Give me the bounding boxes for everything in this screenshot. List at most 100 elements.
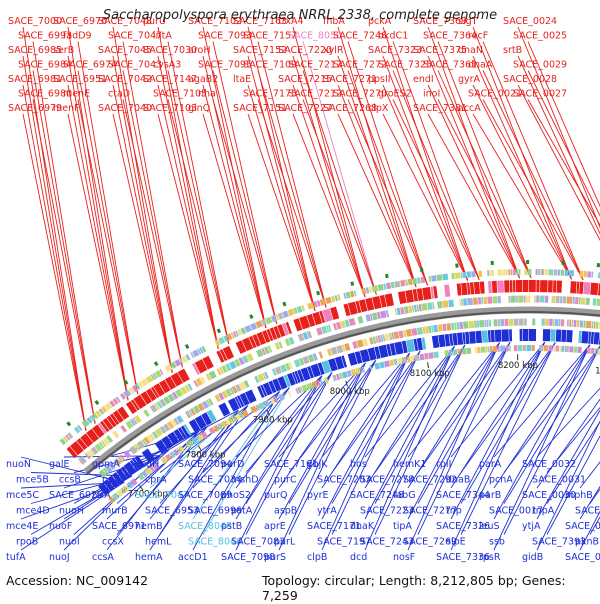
gene-segment bbox=[548, 345, 552, 351]
gene-segment bbox=[505, 319, 509, 326]
gene-segment bbox=[565, 270, 569, 276]
gene-segment bbox=[490, 270, 495, 276]
gene-label: SACE_0036 bbox=[565, 521, 600, 532]
gene-segment bbox=[555, 296, 559, 303]
gene-segment bbox=[583, 321, 586, 328]
gene-segment bbox=[389, 360, 394, 367]
gene-segment bbox=[490, 346, 492, 352]
gene-label: rplI bbox=[436, 459, 451, 470]
gene-label: slpE bbox=[446, 537, 466, 548]
gene-label: dnaK bbox=[350, 521, 375, 532]
gene-label: mphB bbox=[565, 490, 593, 501]
gene-segment bbox=[497, 270, 502, 276]
gene-segment bbox=[570, 281, 576, 293]
gene-segment bbox=[480, 281, 485, 293]
gene-label: mce4E bbox=[6, 521, 38, 532]
gene-segment bbox=[432, 302, 434, 309]
gene-segment bbox=[400, 280, 406, 287]
gene-segment bbox=[519, 319, 524, 326]
gene-segment bbox=[459, 299, 461, 306]
gene-segment bbox=[419, 304, 422, 311]
gene-segment bbox=[516, 269, 518, 275]
gene-segment bbox=[438, 335, 445, 348]
kbp-tick-label: 8100 kbp bbox=[410, 369, 450, 379]
label-connector bbox=[168, 100, 229, 344]
gc-mark bbox=[218, 329, 220, 333]
gene-segment bbox=[549, 269, 554, 275]
gene-segment bbox=[475, 347, 477, 353]
gene-segment bbox=[485, 346, 487, 352]
gc-mark bbox=[155, 362, 157, 365]
gene-segment bbox=[524, 296, 525, 303]
gene-segment bbox=[577, 347, 582, 353]
label-connector bbox=[428, 114, 520, 278]
gene-label: purL bbox=[274, 537, 296, 548]
gene-label: rpsR bbox=[479, 552, 501, 563]
gene-segment bbox=[526, 296, 530, 303]
gene-segment bbox=[452, 349, 457, 355]
label-connector bbox=[203, 85, 266, 328]
gene-segment bbox=[455, 272, 461, 278]
gene-segment bbox=[433, 351, 439, 358]
gene-segment bbox=[423, 327, 426, 334]
gene-segment bbox=[346, 292, 351, 299]
gene-segment bbox=[586, 298, 590, 305]
gc-mark bbox=[125, 381, 127, 384]
gene-label: tnp bbox=[446, 506, 462, 517]
gene-segment bbox=[461, 299, 463, 306]
gene-segment bbox=[503, 269, 508, 275]
label-connector bbox=[33, 71, 95, 424]
gene-segment bbox=[467, 298, 473, 305]
gene-segment bbox=[532, 345, 535, 351]
gene-segment bbox=[287, 309, 294, 316]
gene-segment bbox=[543, 329, 551, 341]
kbp-tick-label: 8200 kbp bbox=[498, 361, 538, 371]
gene-label: phoS2 bbox=[221, 490, 251, 501]
gene-segment bbox=[487, 320, 489, 327]
gene-segment bbox=[510, 280, 513, 292]
gene-segment bbox=[416, 304, 419, 311]
forward-feature-track bbox=[60, 269, 600, 445]
gene-segment bbox=[514, 319, 519, 326]
gene-segment bbox=[541, 269, 544, 275]
gene-segment bbox=[429, 276, 432, 282]
gene-segment bbox=[497, 346, 499, 352]
gene-segment bbox=[394, 331, 400, 339]
gene-segment bbox=[462, 348, 467, 354]
gene-segment bbox=[437, 301, 442, 309]
gene-segment bbox=[451, 273, 455, 279]
gene-segment bbox=[467, 283, 470, 295]
label-connector bbox=[68, 114, 128, 400]
gene-segment bbox=[467, 348, 472, 354]
gene-label: gpmA bbox=[92, 459, 120, 470]
label-connector bbox=[338, 85, 416, 287]
gene-segment bbox=[372, 312, 378, 320]
gene-segment bbox=[143, 409, 150, 417]
gene-segment bbox=[534, 296, 536, 303]
gene-segment bbox=[545, 269, 549, 275]
gene-segment bbox=[536, 280, 539, 292]
gene-segment bbox=[536, 296, 539, 303]
gene-segment bbox=[506, 345, 509, 351]
gene-segment bbox=[482, 330, 488, 342]
gene-segment bbox=[405, 290, 414, 303]
gene-label: dnaA bbox=[468, 60, 493, 71]
gene-segment bbox=[569, 346, 573, 352]
gene-segment bbox=[473, 297, 478, 304]
label-connector bbox=[123, 100, 182, 368]
gene-segment bbox=[408, 279, 413, 286]
gene-segment bbox=[465, 332, 470, 344]
gene-segment bbox=[511, 296, 516, 303]
gene-segment bbox=[474, 321, 477, 328]
gene-segment bbox=[488, 346, 490, 352]
gene-segment bbox=[556, 330, 561, 342]
gene-segment bbox=[319, 351, 323, 358]
gene-segment bbox=[559, 346, 561, 352]
gene-label: cysA3 bbox=[153, 60, 181, 71]
gene-segment bbox=[498, 296, 501, 303]
gene-label: dnaN bbox=[458, 45, 483, 56]
gene-segment bbox=[509, 345, 511, 351]
gene-segment bbox=[504, 280, 509, 292]
label-connector bbox=[123, 71, 182, 368]
gene-segment bbox=[590, 283, 598, 296]
